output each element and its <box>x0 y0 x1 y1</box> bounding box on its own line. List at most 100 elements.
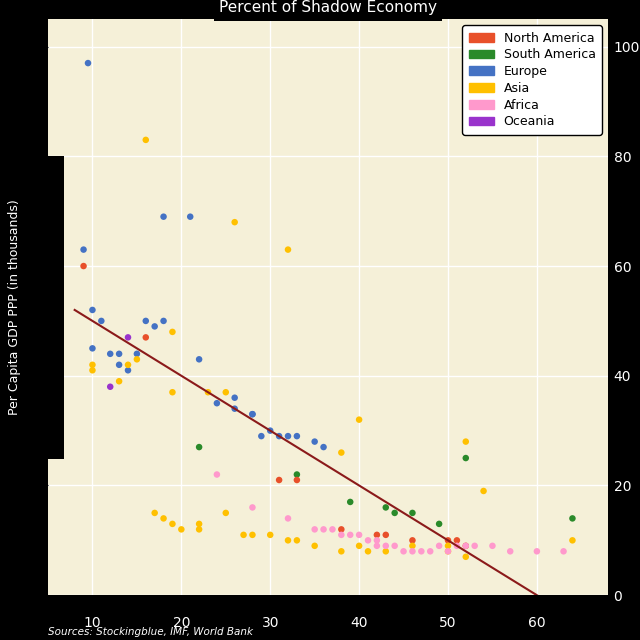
Point <box>283 244 293 255</box>
Point <box>114 360 124 370</box>
Legend: North America, South America, Europe, Asia, Africa, Oceania: North America, South America, Europe, As… <box>462 26 602 134</box>
Point <box>159 212 169 222</box>
Point <box>105 381 115 392</box>
Point <box>434 541 444 551</box>
Point <box>230 404 240 414</box>
Point <box>292 469 302 479</box>
Point <box>407 541 417 551</box>
Point <box>372 541 382 551</box>
Point <box>194 519 204 529</box>
Point <box>336 546 346 556</box>
Point <box>283 535 293 545</box>
Point <box>114 376 124 387</box>
Point <box>105 349 115 359</box>
Point <box>292 535 302 545</box>
Point <box>443 541 453 551</box>
Point <box>292 475 302 485</box>
Point <box>150 321 160 332</box>
Point <box>159 316 169 326</box>
Point <box>132 354 142 364</box>
Point <box>123 360 133 370</box>
Point <box>194 442 204 452</box>
Point <box>247 530 257 540</box>
Point <box>336 524 346 534</box>
Point <box>274 475 284 485</box>
Point <box>283 513 293 524</box>
Text: 40: 40 <box>350 616 368 630</box>
Point <box>167 327 177 337</box>
Text: 60: 60 <box>528 616 546 630</box>
Point <box>212 469 222 479</box>
Point <box>434 519 444 529</box>
Point <box>265 426 275 436</box>
Text: 20: 20 <box>173 616 190 630</box>
Point <box>212 398 222 408</box>
Point <box>336 447 346 458</box>
Point <box>479 486 489 496</box>
Point <box>96 316 106 326</box>
Point <box>461 453 471 463</box>
Point <box>283 431 293 441</box>
Point <box>567 535 577 545</box>
Point <box>319 524 329 534</box>
Point <box>141 332 151 342</box>
Point <box>532 546 542 556</box>
Point <box>559 546 569 556</box>
Point <box>132 349 142 359</box>
Point <box>461 436 471 447</box>
Point <box>87 360 97 370</box>
Point <box>265 530 275 540</box>
Title: Percent of Shadow Economy: Percent of Shadow Economy <box>219 0 437 15</box>
Text: 50: 50 <box>439 616 457 630</box>
Point <box>83 58 93 68</box>
Point <box>443 535 453 545</box>
Point <box>425 546 435 556</box>
Point <box>221 387 231 397</box>
Point <box>363 546 373 556</box>
Point <box>407 535 417 545</box>
Point <box>452 535 462 545</box>
Point <box>150 508 160 518</box>
Point <box>114 349 124 359</box>
Text: Sources: Stockingblue, IMF, World Bank: Sources: Stockingblue, IMF, World Bank <box>48 627 253 637</box>
Point <box>274 431 284 441</box>
Point <box>381 502 391 513</box>
Point <box>141 135 151 145</box>
Point <box>372 535 382 545</box>
Point <box>167 519 177 529</box>
Point <box>310 436 320 447</box>
Point <box>443 546 453 556</box>
Point <box>354 530 364 540</box>
Point <box>141 316 151 326</box>
Point <box>407 508 417 518</box>
Point <box>390 541 400 551</box>
Point <box>185 212 195 222</box>
Point <box>399 546 409 556</box>
Point <box>239 530 249 540</box>
Point <box>247 409 257 419</box>
Point <box>567 513 577 524</box>
Point <box>487 541 497 551</box>
Point <box>452 541 462 551</box>
Point <box>194 524 204 534</box>
Point <box>230 392 240 403</box>
Point <box>461 541 471 551</box>
Point <box>461 552 471 562</box>
Point <box>372 530 382 540</box>
Point <box>345 497 355 507</box>
Text: 10: 10 <box>84 616 101 630</box>
Point <box>194 354 204 364</box>
Point <box>176 524 186 534</box>
Point <box>221 508 231 518</box>
Point <box>336 530 346 540</box>
Point <box>123 365 133 376</box>
Text: Per Capita GDP PPP (in thousands): Per Capita GDP PPP (in thousands) <box>8 199 20 415</box>
Point <box>159 513 169 524</box>
Point <box>363 535 373 545</box>
Point <box>123 332 133 342</box>
Point <box>256 431 266 441</box>
Point <box>310 524 320 534</box>
Point <box>354 415 364 425</box>
Point <box>203 387 213 397</box>
Point <box>381 546 391 556</box>
